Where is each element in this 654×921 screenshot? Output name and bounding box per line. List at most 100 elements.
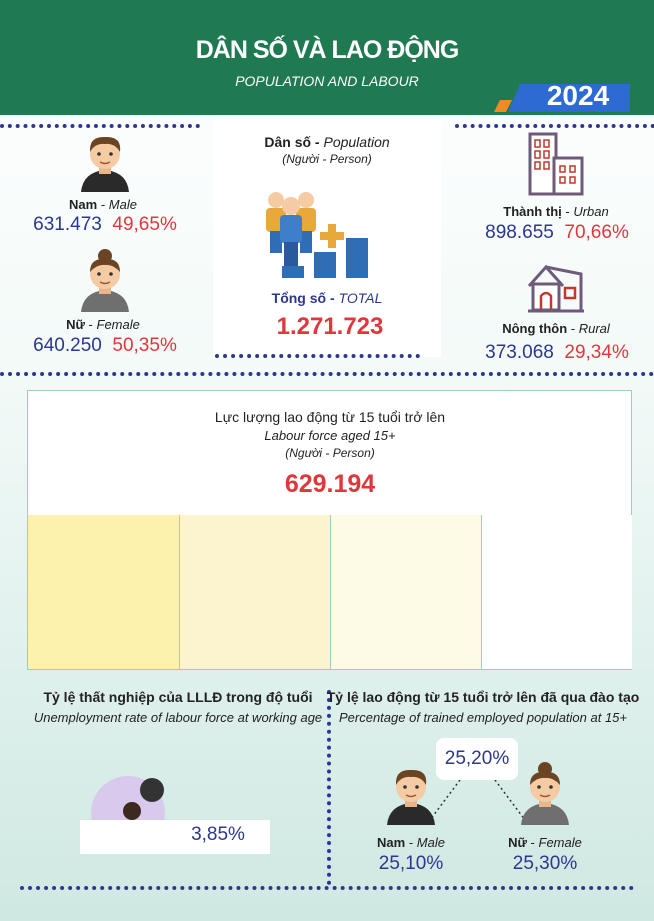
unemployment-subtitle: Unemployment rate of labour force at wor… [33,710,323,725]
icon-part [0,124,200,128]
header-subtitle: POPULATION AND LABOUR [235,73,419,89]
population-icon [266,192,368,278]
population-unit: (Người - Person) [282,152,372,166]
male-icon [387,769,435,825]
icon-part [215,354,420,358]
text: 631.473 [33,214,102,235]
cell-bg [28,515,179,669]
text: Nông thôn [502,321,568,336]
icon-part [521,803,569,825]
icon-part [99,161,111,165]
female-label: Nữ - Female [66,317,140,332]
text: 898.655 [485,222,554,243]
text: Nữ [66,317,85,332]
icon-part [569,165,576,173]
icon-part [543,139,550,148]
icon-part [403,785,407,789]
icon-part [20,886,634,890]
icon-part [549,785,553,789]
icon-part [534,150,541,159]
cell-bg [330,515,482,669]
icon-part [415,785,419,789]
icon-part [534,161,541,170]
icon-part [534,139,541,148]
trained-total-box [436,738,518,780]
trained-total: 25,20% [444,748,510,769]
icon-part [530,772,560,802]
icon-part [543,161,550,170]
icon-part [140,778,164,802]
text: 49,65% [112,214,177,235]
icon-part [300,231,312,253]
urban-stats: 898.655 70,66% [485,222,629,244]
male-icon [81,136,129,192]
text: Rural [578,321,610,336]
icon-part [109,272,113,276]
header-title: DÂN SỐ VÀ LAO ĐỘNG [195,36,460,64]
text: Nam [377,835,406,850]
text: Tổng số - [271,290,335,306]
icon-part [320,232,344,240]
icon-part [346,238,368,278]
icon-part [90,258,120,272]
icon-part [539,794,551,798]
text: 640.250 [33,335,102,356]
trained-title: Tỷ lệ lao động từ 15 tuổi trở lên đã qua… [326,689,640,705]
icon-part [429,779,526,821]
text: Female [538,835,582,850]
unemployment-value: 3,85% [191,824,245,845]
icon-part [280,215,302,243]
icon-part [395,769,427,785]
building-icon [528,132,584,196]
cell-bg [179,515,331,669]
icon-part [455,124,654,128]
icon-part [90,259,120,289]
text: Female [96,317,140,332]
icon-part [90,139,120,169]
text: Population [323,134,390,150]
accent [494,100,512,112]
trained-female-label: Nữ - Female [508,835,582,850]
labour-total: 629.194 [284,470,376,498]
icon-part [387,803,435,825]
icon-part [552,156,584,196]
text: 50,35% [112,335,177,356]
trained-male-label: Nam - Male [377,835,445,850]
icon-part [270,231,282,253]
labour-title: Lực lượng lao động từ 15 tuổi trở lên [214,409,446,425]
icon-part [543,150,550,159]
icon-part [314,252,336,278]
icon-part [99,281,111,285]
icon-part [537,785,541,789]
icon-part [109,152,113,156]
text: Nữ [508,835,527,850]
icon-part [284,242,298,266]
text: Male [416,835,445,850]
icon-part [0,372,654,376]
icon-part [97,152,101,156]
icon-part [563,286,577,300]
cell-bg [481,515,632,669]
icon-part [559,176,566,184]
total-value: 1.271.723 [276,313,384,340]
unemployment-title: Tỷ lệ thất nghiệp của LLLĐ trong độ tuổi [43,689,313,705]
trained-male-value: 25,10% [378,853,444,874]
year: 2024 [546,80,610,111]
icon-part [545,265,583,310]
year-bg [508,84,630,112]
icon-part [282,266,304,278]
text: 29,34% [564,342,629,363]
total-label: Tổng số - TOTAL [272,290,383,306]
icon-part [559,165,566,173]
female-icon [81,249,129,312]
icon-part [327,690,331,885]
text: Male [108,197,137,212]
icon-part [81,290,129,312]
female-icon [521,762,569,825]
icon-part [97,272,101,276]
icon-part [268,192,284,208]
text: Thành thị [503,204,562,219]
icon-part [89,136,121,152]
